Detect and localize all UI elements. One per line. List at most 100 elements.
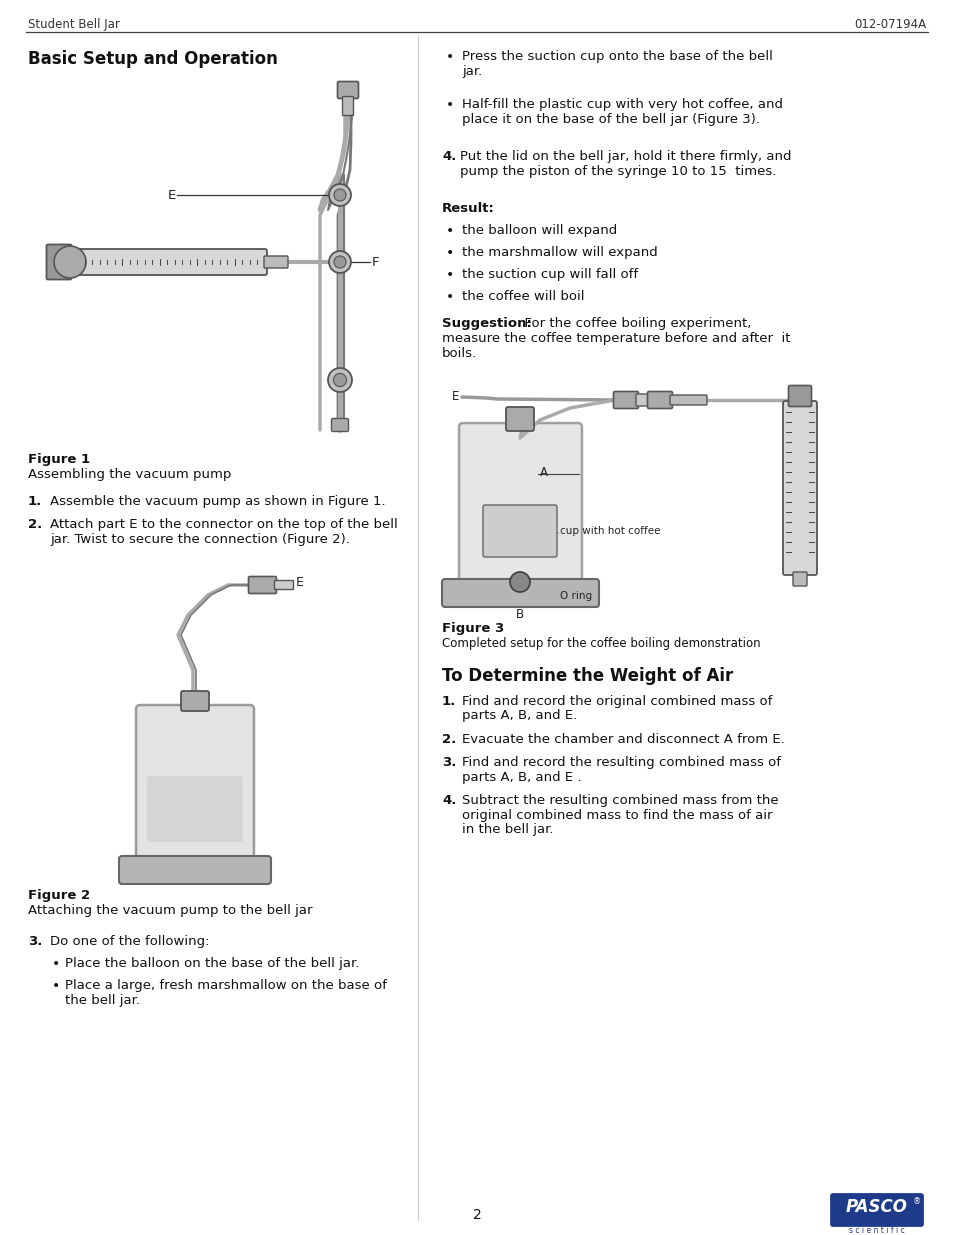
Text: 4.: 4. <box>441 794 456 808</box>
Text: Half-fill the plastic cup with very hot coffee, and: Half-fill the plastic cup with very hot … <box>461 98 782 111</box>
Circle shape <box>54 246 86 278</box>
FancyBboxPatch shape <box>136 705 253 868</box>
Text: •: • <box>446 268 454 282</box>
FancyBboxPatch shape <box>68 249 267 275</box>
Text: Assemble the vacuum pump as shown in Figure 1.: Assemble the vacuum pump as shown in Fig… <box>50 495 385 508</box>
Text: s c i e n t i f i c: s c i e n t i f i c <box>848 1226 904 1235</box>
FancyBboxPatch shape <box>505 408 534 431</box>
Text: A: A <box>539 466 547 478</box>
Text: B: B <box>516 608 523 620</box>
FancyBboxPatch shape <box>458 424 581 592</box>
Text: Figure 2: Figure 2 <box>28 889 90 902</box>
Text: in the bell jar.: in the bell jar. <box>461 824 553 836</box>
Text: cup with hot coffee: cup with hot coffee <box>559 526 659 536</box>
Text: 2.: 2. <box>441 734 456 746</box>
Circle shape <box>334 189 346 201</box>
Text: Place a large, fresh marshmallow on the base of: Place a large, fresh marshmallow on the … <box>65 979 387 992</box>
Text: Figure 3: Figure 3 <box>441 622 504 635</box>
Text: Attaching the vacuum pump to the bell jar: Attaching the vacuum pump to the bell ja… <box>28 904 313 918</box>
Text: the coffee will boil: the coffee will boil <box>461 290 584 303</box>
FancyBboxPatch shape <box>181 692 209 711</box>
Text: the balloon will expand: the balloon will expand <box>461 224 617 237</box>
Text: 2.: 2. <box>28 517 42 531</box>
FancyBboxPatch shape <box>342 96 354 116</box>
Text: Assembling the vacuum pump: Assembling the vacuum pump <box>28 468 232 480</box>
Text: the bell jar.: the bell jar. <box>65 994 140 1007</box>
FancyBboxPatch shape <box>441 579 598 606</box>
Circle shape <box>334 256 346 268</box>
Text: E: E <box>295 577 304 589</box>
Text: jar. Twist to secure the connection (Figure 2).: jar. Twist to secure the connection (Fig… <box>50 534 350 546</box>
Text: F: F <box>372 256 379 268</box>
Text: 2: 2 <box>472 1208 481 1221</box>
Text: Student Bell Jar: Student Bell Jar <box>28 19 120 31</box>
FancyBboxPatch shape <box>613 391 638 409</box>
FancyBboxPatch shape <box>482 505 557 557</box>
Text: 1.: 1. <box>441 695 456 708</box>
FancyBboxPatch shape <box>636 394 649 406</box>
Text: 3.: 3. <box>28 935 42 948</box>
Text: E: E <box>168 189 176 201</box>
Text: •: • <box>446 290 454 304</box>
Text: PASCO: PASCO <box>845 1198 907 1216</box>
Text: pump the piston of the syringe 10 to 15  times.: pump the piston of the syringe 10 to 15 … <box>459 165 776 178</box>
Text: 4.: 4. <box>441 149 456 163</box>
Text: Do one of the following:: Do one of the following: <box>50 935 210 948</box>
Text: •: • <box>446 49 454 64</box>
Text: •: • <box>52 979 60 993</box>
Circle shape <box>510 572 530 592</box>
FancyBboxPatch shape <box>831 1194 922 1225</box>
FancyBboxPatch shape <box>264 256 288 268</box>
Text: Completed setup for the coffee boiling demonstration: Completed setup for the coffee boiling d… <box>441 637 760 650</box>
Circle shape <box>328 368 352 391</box>
Circle shape <box>329 184 351 206</box>
Text: boils.: boils. <box>441 347 476 359</box>
Text: Find and record the resulting combined mass of: Find and record the resulting combined m… <box>461 757 781 769</box>
Text: 1.: 1. <box>28 495 42 508</box>
Text: parts A, B, and E .: parts A, B, and E . <box>461 771 581 784</box>
Text: •: • <box>52 957 60 971</box>
FancyBboxPatch shape <box>782 401 816 576</box>
Text: the marshmallow will expand: the marshmallow will expand <box>461 246 657 259</box>
Text: 012-07194A: 012-07194A <box>853 19 925 31</box>
Text: Attach part E to the connector on the top of the bell: Attach part E to the connector on the to… <box>50 517 397 531</box>
Circle shape <box>333 373 346 387</box>
FancyBboxPatch shape <box>647 391 672 409</box>
Text: To Determine the Weight of Air: To Determine the Weight of Air <box>441 667 733 685</box>
Text: jar.: jar. <box>461 65 482 78</box>
FancyBboxPatch shape <box>147 776 243 842</box>
FancyBboxPatch shape <box>792 572 806 585</box>
Text: Evacuate the chamber and disconnect A from E.: Evacuate the chamber and disconnect A fr… <box>461 734 784 746</box>
FancyBboxPatch shape <box>669 395 706 405</box>
Text: Put the lid on the bell jar, hold it there firmly, and: Put the lid on the bell jar, hold it the… <box>459 149 791 163</box>
Circle shape <box>329 251 351 273</box>
FancyBboxPatch shape <box>47 245 71 279</box>
Text: For the coffee boiling experiment,: For the coffee boiling experiment, <box>516 317 751 330</box>
FancyBboxPatch shape <box>788 385 811 406</box>
Text: O ring: O ring <box>559 592 592 601</box>
Text: ®: ® <box>912 1197 921 1207</box>
Text: Find and record the original combined mass of: Find and record the original combined ma… <box>461 695 772 708</box>
Text: E: E <box>452 390 459 404</box>
FancyBboxPatch shape <box>331 419 348 431</box>
Text: Suggestion:: Suggestion: <box>441 317 532 330</box>
Text: original combined mass to find the mass of air: original combined mass to find the mass … <box>461 809 772 823</box>
Text: the suction cup will fall off: the suction cup will fall off <box>461 268 638 282</box>
Text: •: • <box>446 224 454 238</box>
Text: parts A, B, and E.: parts A, B, and E. <box>461 709 577 722</box>
Text: Figure 1: Figure 1 <box>28 453 90 466</box>
FancyBboxPatch shape <box>274 580 294 589</box>
Text: place it on the base of the bell jar (Figure 3).: place it on the base of the bell jar (Fi… <box>461 112 760 126</box>
Text: 3.: 3. <box>441 757 456 769</box>
FancyBboxPatch shape <box>119 856 271 884</box>
Text: Basic Setup and Operation: Basic Setup and Operation <box>28 49 277 68</box>
Text: Result:: Result: <box>441 203 495 215</box>
Text: Press the suction cup onto the base of the bell: Press the suction cup onto the base of t… <box>461 49 772 63</box>
Text: Place the balloon on the base of the bell jar.: Place the balloon on the base of the bel… <box>65 957 359 969</box>
Text: •: • <box>446 246 454 261</box>
Text: measure the coffee temperature before and after  it: measure the coffee temperature before an… <box>441 332 790 345</box>
Text: Subtract the resulting combined mass from the: Subtract the resulting combined mass fro… <box>461 794 778 808</box>
Text: •: • <box>446 98 454 112</box>
FancyBboxPatch shape <box>248 577 276 594</box>
FancyBboxPatch shape <box>337 82 358 99</box>
